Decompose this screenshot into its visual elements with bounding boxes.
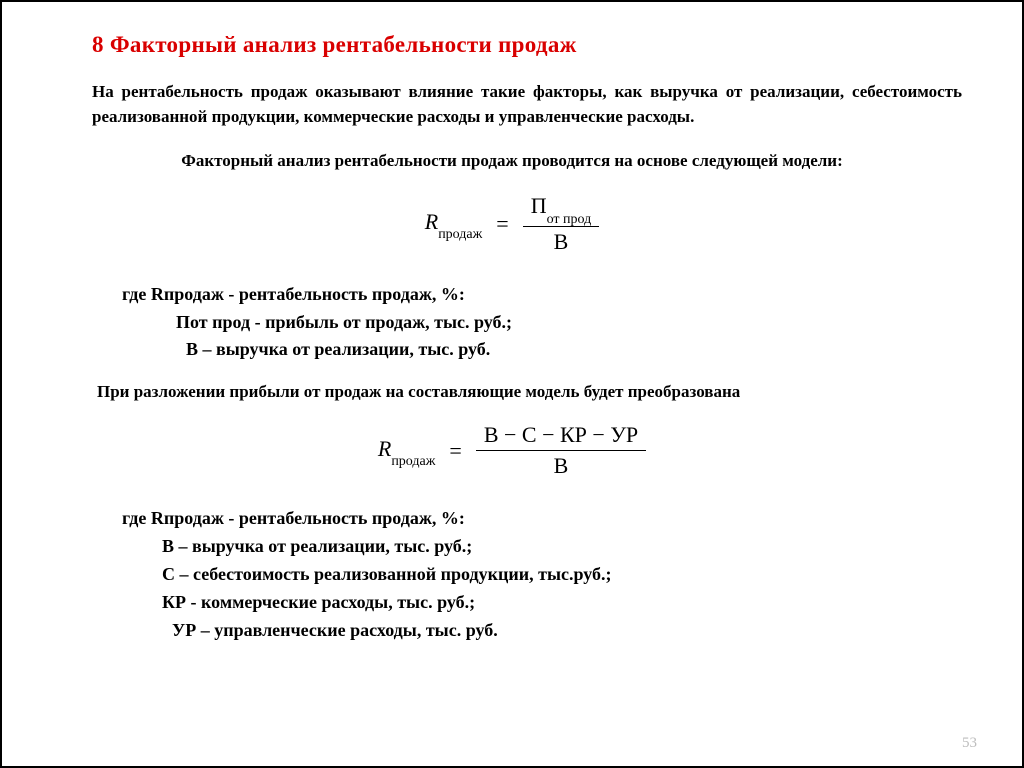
formula2-fraction: В − С − КР − УР В (476, 422, 646, 479)
formula-2: Rпродаж = В − С − КР − УР В (62, 422, 962, 479)
formula1-fraction: Пот прод В (523, 193, 600, 254)
definitions-block-1: где Rпродаж - рентабельность продаж, %: … (122, 281, 962, 365)
def1-line2: Пот прод - прибыль от продаж, тыс. руб.; (122, 309, 962, 337)
slide-title: 8 Факторный анализ рентабельности продаж (92, 32, 962, 58)
equals-sign: = (496, 211, 508, 237)
equals-sign: = (449, 438, 461, 464)
formula-1: Rпродаж = Пот прод В (62, 193, 962, 254)
def2-line4: КР - коммерческие расходы, тыс. руб.; (122, 589, 962, 617)
formula2-lhs: Rпродаж (378, 436, 436, 466)
formula1-lhs: Rпродаж (425, 209, 483, 239)
definitions-block-2: где Rпродаж - рентабельность продаж, %: … (122, 505, 962, 644)
def2-line2: В – выручка от реализации, тыс. руб.; (122, 533, 962, 561)
def2-line5: УР – управленческие расходы, тыс. руб. (122, 617, 962, 645)
def1-line1: где Rпродаж - рентабельность продаж, %: (122, 281, 962, 309)
page-number: 53 (962, 735, 977, 752)
def2-line3: С – себестоимость реализованной продукци… (122, 561, 962, 589)
model-intro-line: Факторный анализ рентабельности продаж п… (62, 151, 962, 171)
intro-paragraph: На рентабельность продаж оказывают влиян… (92, 80, 962, 129)
slide-page: 8 Факторный анализ рентабельности продаж… (0, 0, 1024, 768)
expand-note: При разложении прибыли от продаж на сост… (97, 382, 962, 402)
def1-line3: В – выручка от реализации, тыс. руб. (122, 336, 962, 364)
def2-line1: где Rпродаж - рентабельность продаж, %: (122, 505, 962, 533)
